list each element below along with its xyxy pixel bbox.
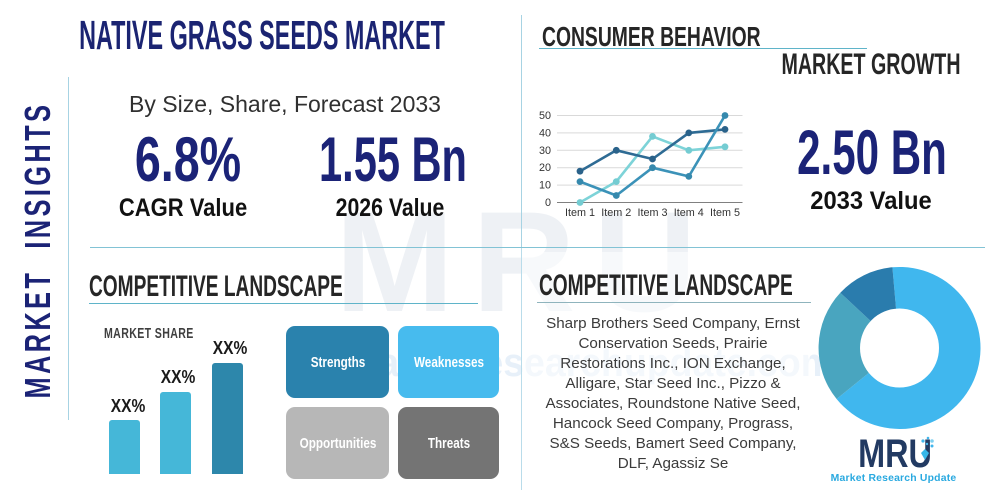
svg-text:10: 10 — [539, 180, 551, 192]
svg-text:0: 0 — [545, 197, 551, 209]
svg-text:40: 40 — [539, 127, 551, 139]
svg-text:Item 2: Item 2 — [601, 207, 631, 219]
svg-text:Item 5: Item 5 — [710, 207, 740, 219]
svg-text:Item 4: Item 4 — [674, 207, 704, 219]
svg-text:20: 20 — [539, 162, 551, 174]
svg-text:Item 1: Item 1 — [565, 207, 595, 219]
svg-text:30: 30 — [539, 145, 551, 157]
svg-text:50: 50 — [539, 110, 551, 122]
svg-text:Item 3: Item 3 — [637, 207, 667, 219]
